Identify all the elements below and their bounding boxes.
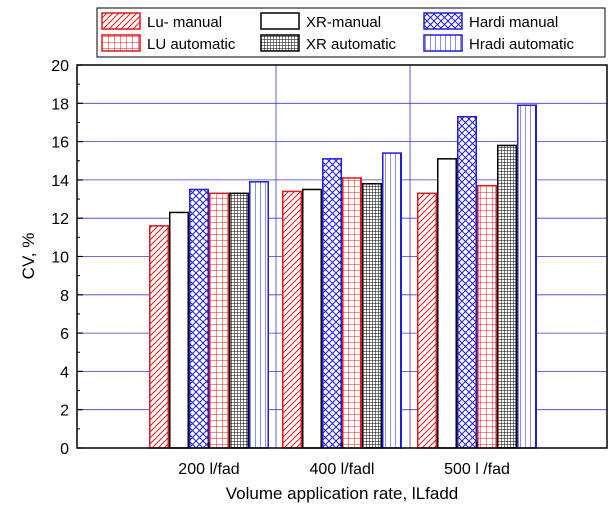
bar xyxy=(322,158,342,449)
legend-swatch xyxy=(260,34,300,52)
bar xyxy=(382,152,402,449)
legend-swatch xyxy=(101,12,141,30)
bar xyxy=(149,225,169,449)
x-tick-label: 200 l/fad xyxy=(178,461,239,478)
bar xyxy=(249,181,269,449)
legend-swatch xyxy=(423,34,463,52)
legend-label: XR automatic xyxy=(306,36,397,53)
bar xyxy=(209,192,229,449)
y-tick-label: 16 xyxy=(51,135,69,152)
legend-label: Lu- manual xyxy=(147,14,222,31)
y-tick-label: 8 xyxy=(60,288,69,305)
y-tick-label: 4 xyxy=(60,364,69,381)
bar xyxy=(169,211,189,449)
legend-label: XR-manual xyxy=(306,14,381,31)
legend-label: LU automatic xyxy=(147,36,236,53)
x-axis-title: Volume application rate, lLfadd xyxy=(226,484,459,503)
legend-swatch xyxy=(101,34,141,52)
y-tick-label: 10 xyxy=(51,250,69,267)
y-tick-label: 2 xyxy=(60,403,69,420)
legend-swatch xyxy=(260,12,300,30)
x-tick-label: 400 l/fadl xyxy=(310,461,375,478)
y-tick-label: 6 xyxy=(60,326,69,343)
y-tick-label: 14 xyxy=(51,173,69,190)
bar xyxy=(497,144,517,449)
bar xyxy=(282,190,302,449)
legend-box xyxy=(96,7,606,58)
bar xyxy=(457,115,477,449)
legend-label: Hardi manual xyxy=(469,14,558,31)
axis-ticks: 0 2 4 6 8 10 12 14 16 18 20 200 l/fad 400 l/fadl 500 … xyxy=(51,58,510,478)
legend: Lu- manual XR-manual Hardi manual LU automa… xyxy=(96,7,606,58)
bar xyxy=(477,184,497,449)
legend-swatch xyxy=(423,12,463,30)
bar xyxy=(417,192,437,449)
y-tick-label: 12 xyxy=(51,211,69,228)
y-axis-title: CV, % xyxy=(19,233,38,280)
y-tick-label: 20 xyxy=(51,58,69,75)
bar xyxy=(189,188,209,449)
bars xyxy=(149,104,537,449)
bar xyxy=(302,188,322,449)
bar xyxy=(362,182,382,449)
y-tick-label: 18 xyxy=(51,96,69,113)
x-tick-label: 500 l /fad xyxy=(444,461,510,478)
bar xyxy=(342,177,362,449)
bar xyxy=(229,192,249,449)
bar xyxy=(437,158,457,449)
bar xyxy=(517,104,537,449)
legend-label: Hradi automatic xyxy=(469,36,575,53)
y-tick-label: 0 xyxy=(60,441,69,458)
